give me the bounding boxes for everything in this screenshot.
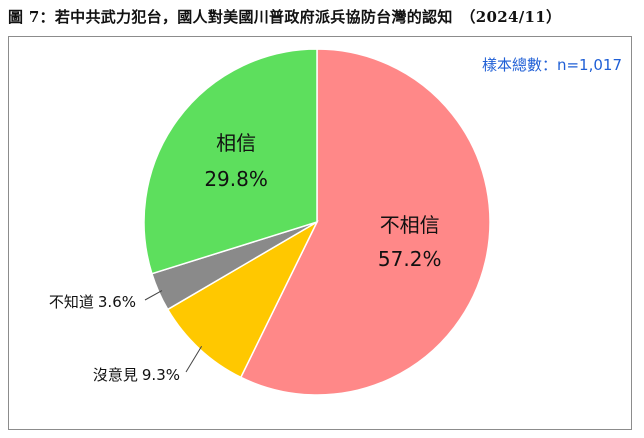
slice-value-0: 57.2% — [378, 247, 442, 271]
slice-name-2: 不知道 — [49, 293, 94, 311]
chart-frame — [8, 36, 632, 430]
slice-value-1: 9.3% — [142, 366, 180, 384]
leader-line-1 — [185, 345, 203, 373]
pie-slice-1 — [166, 220, 319, 379]
sample-size-note: 樣本總數：n=1,017 — [481, 56, 622, 74]
slice-value-3: 29.8% — [204, 167, 268, 191]
slice-label-2: 不知道 3.6% — [49, 293, 136, 311]
leader-line-2 — [144, 290, 163, 301]
pie-slice-3 — [143, 48, 318, 275]
pie-slice-0 — [239, 48, 491, 396]
slice-label-3: 相信 — [216, 131, 256, 155]
slice-value-2: 3.6% — [98, 293, 136, 311]
slice-label-0: 不相信 — [380, 213, 440, 237]
slice-name-1: 沒意見 — [93, 366, 138, 384]
slice-label-1: 沒意見 9.3% — [93, 366, 180, 384]
chart-title: 圖 7：若中共武力犯台，國人對美國川普政府派兵協防台灣的認知 （2024/11） — [8, 8, 562, 26]
